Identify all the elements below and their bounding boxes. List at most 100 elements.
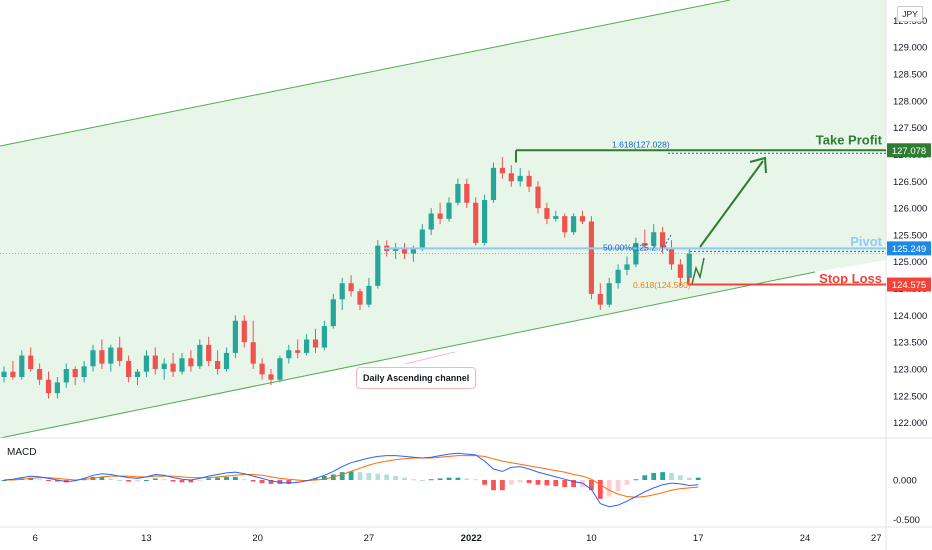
- macd-histogram-bar: [197, 480, 203, 481]
- channel-fill: [0, 0, 886, 438]
- candle-body: [606, 283, 612, 305]
- macd-histogram-bar: [348, 471, 354, 480]
- candle-body: [553, 216, 559, 219]
- candle-body: [63, 369, 69, 383]
- candle-body: [37, 369, 43, 380]
- macd-tick-label: -0.500: [893, 515, 920, 526]
- candle-body: [126, 360, 132, 378]
- time-tick-label: 17: [693, 533, 704, 544]
- pivot-price-tag: [887, 241, 931, 256]
- fib-1618-label: 1.618(127.028): [612, 139, 670, 149]
- candle-body: [206, 344, 212, 361]
- candle-body: [597, 293, 603, 305]
- fib-50-label: 50.00%(125.2..): [603, 242, 664, 252]
- candle-body: [197, 344, 203, 367]
- candle-body: [321, 326, 327, 348]
- macd-histogram-bar: [624, 480, 630, 485]
- candle-body: [668, 248, 675, 265]
- macd-histogram-bar: [206, 478, 212, 480]
- candle-body: [366, 285, 372, 305]
- macd-histogram-bar: [152, 478, 158, 480]
- channel-label[interactable]: Daily Ascending channel: [356, 367, 477, 389]
- channel-lower-line: [0, 271, 816, 439]
- pivot-price-tag-text: 125.249: [892, 244, 926, 255]
- time-tick-label: 20: [252, 533, 263, 544]
- candle-body: [579, 216, 586, 222]
- price-axis[interactable]: 122.000 122.500 123.000 123.500 124.000 124.5…: [887, 16, 931, 526]
- candle-body: [188, 358, 194, 367]
- candle-body: [286, 350, 292, 359]
- macd-histogram-bar: [686, 477, 692, 480]
- macd-histogram-bar: [597, 480, 603, 499]
- macd-histogram-bar: [508, 480, 514, 485]
- candle-body: [152, 355, 158, 369]
- pullback-arrow: [691, 257, 705, 285]
- macd-histogram-bar: [411, 479, 416, 481]
- macd-histogram-bar: [491, 480, 496, 491]
- macd-histogram-bar: [179, 480, 185, 483]
- candle-body: [277, 358, 283, 380]
- macd-histogram-bar: [446, 477, 452, 480]
- candle-body: [526, 175, 532, 187]
- macd-indicator-title[interactable]: MACD: [7, 447, 37, 458]
- candle-body: [633, 242, 639, 265]
- time-tick-label: 13: [141, 533, 152, 544]
- candle-body: [642, 242, 648, 246]
- take-profit-price-tag-text: 127.078: [892, 146, 926, 157]
- price-tick-label: 124.000: [893, 311, 927, 322]
- candle-body: [571, 216, 577, 233]
- time-axis[interactable]: 6 13 20 27 2022 10 17 24 27: [33, 533, 882, 544]
- candle-body: [143, 355, 149, 372]
- candle-body: [134, 371, 141, 378]
- macd-histogram-bar: [322, 476, 327, 480]
- time-tick-label: 24: [800, 533, 811, 544]
- macd-pane: [1, 452, 701, 508]
- ascending-channel[interactable]: [0, 0, 886, 439]
- macd-histogram-bar: [571, 480, 576, 488]
- candle-body: [464, 183, 470, 203]
- macd-histogram-bar: [455, 477, 461, 480]
- price-tick-label: 122.000: [893, 418, 927, 429]
- candle-body: [508, 173, 514, 182]
- price-tick-label: 127.500: [893, 123, 927, 134]
- macd-histogram-bar: [259, 480, 265, 484]
- macd-histogram-bar: [544, 480, 550, 486]
- macd-histogram-bar: [339, 472, 345, 480]
- candle-body: [259, 363, 265, 375]
- candle-body: [490, 167, 497, 201]
- time-tick-label: 27: [871, 533, 882, 544]
- macd-histogram-bar: [428, 479, 434, 481]
- macd-histogram-bar: [562, 480, 568, 488]
- currency-badge[interactable]: JPY: [897, 6, 923, 22]
- macd-histogram-bar: [402, 477, 407, 480]
- macd-histogram-bar: [46, 480, 51, 481]
- candle-body: [10, 371, 16, 378]
- candle-body: [535, 186, 541, 209]
- candle-body: [410, 248, 416, 254]
- stop-loss-price-tag-text: 124.575: [892, 280, 926, 291]
- macd-histogram-bar: [437, 478, 443, 480]
- macd-tick-label: 0.000: [893, 476, 917, 487]
- macd-histogram-bar: [366, 472, 372, 480]
- candle-body: [161, 363, 167, 369]
- macd-histogram-bar: [375, 473, 381, 480]
- macd-histogram-bar: [357, 472, 363, 480]
- candle-body: [473, 202, 479, 243]
- candle-body: [677, 264, 683, 278]
- candle-body: [624, 264, 630, 270]
- take-profit-price-tag: [887, 143, 931, 158]
- candle-body: [562, 216, 568, 233]
- candle-body: [686, 253, 692, 278]
- candle-body: [99, 350, 105, 364]
- macd-histogram-bar: [393, 476, 398, 480]
- candle-body: [517, 175, 523, 182]
- macd-histogram-bar: [37, 479, 42, 481]
- candle-body: [72, 369, 78, 378]
- candle-body: [437, 213, 443, 219]
- candle-body: [179, 358, 185, 372]
- trade-levels[interactable]: Take Profit Pivot Stop Loss 1.618(127.028) 5…: [0, 132, 886, 290]
- macd-histogram-bar: [553, 480, 559, 487]
- candle-body: [660, 232, 666, 249]
